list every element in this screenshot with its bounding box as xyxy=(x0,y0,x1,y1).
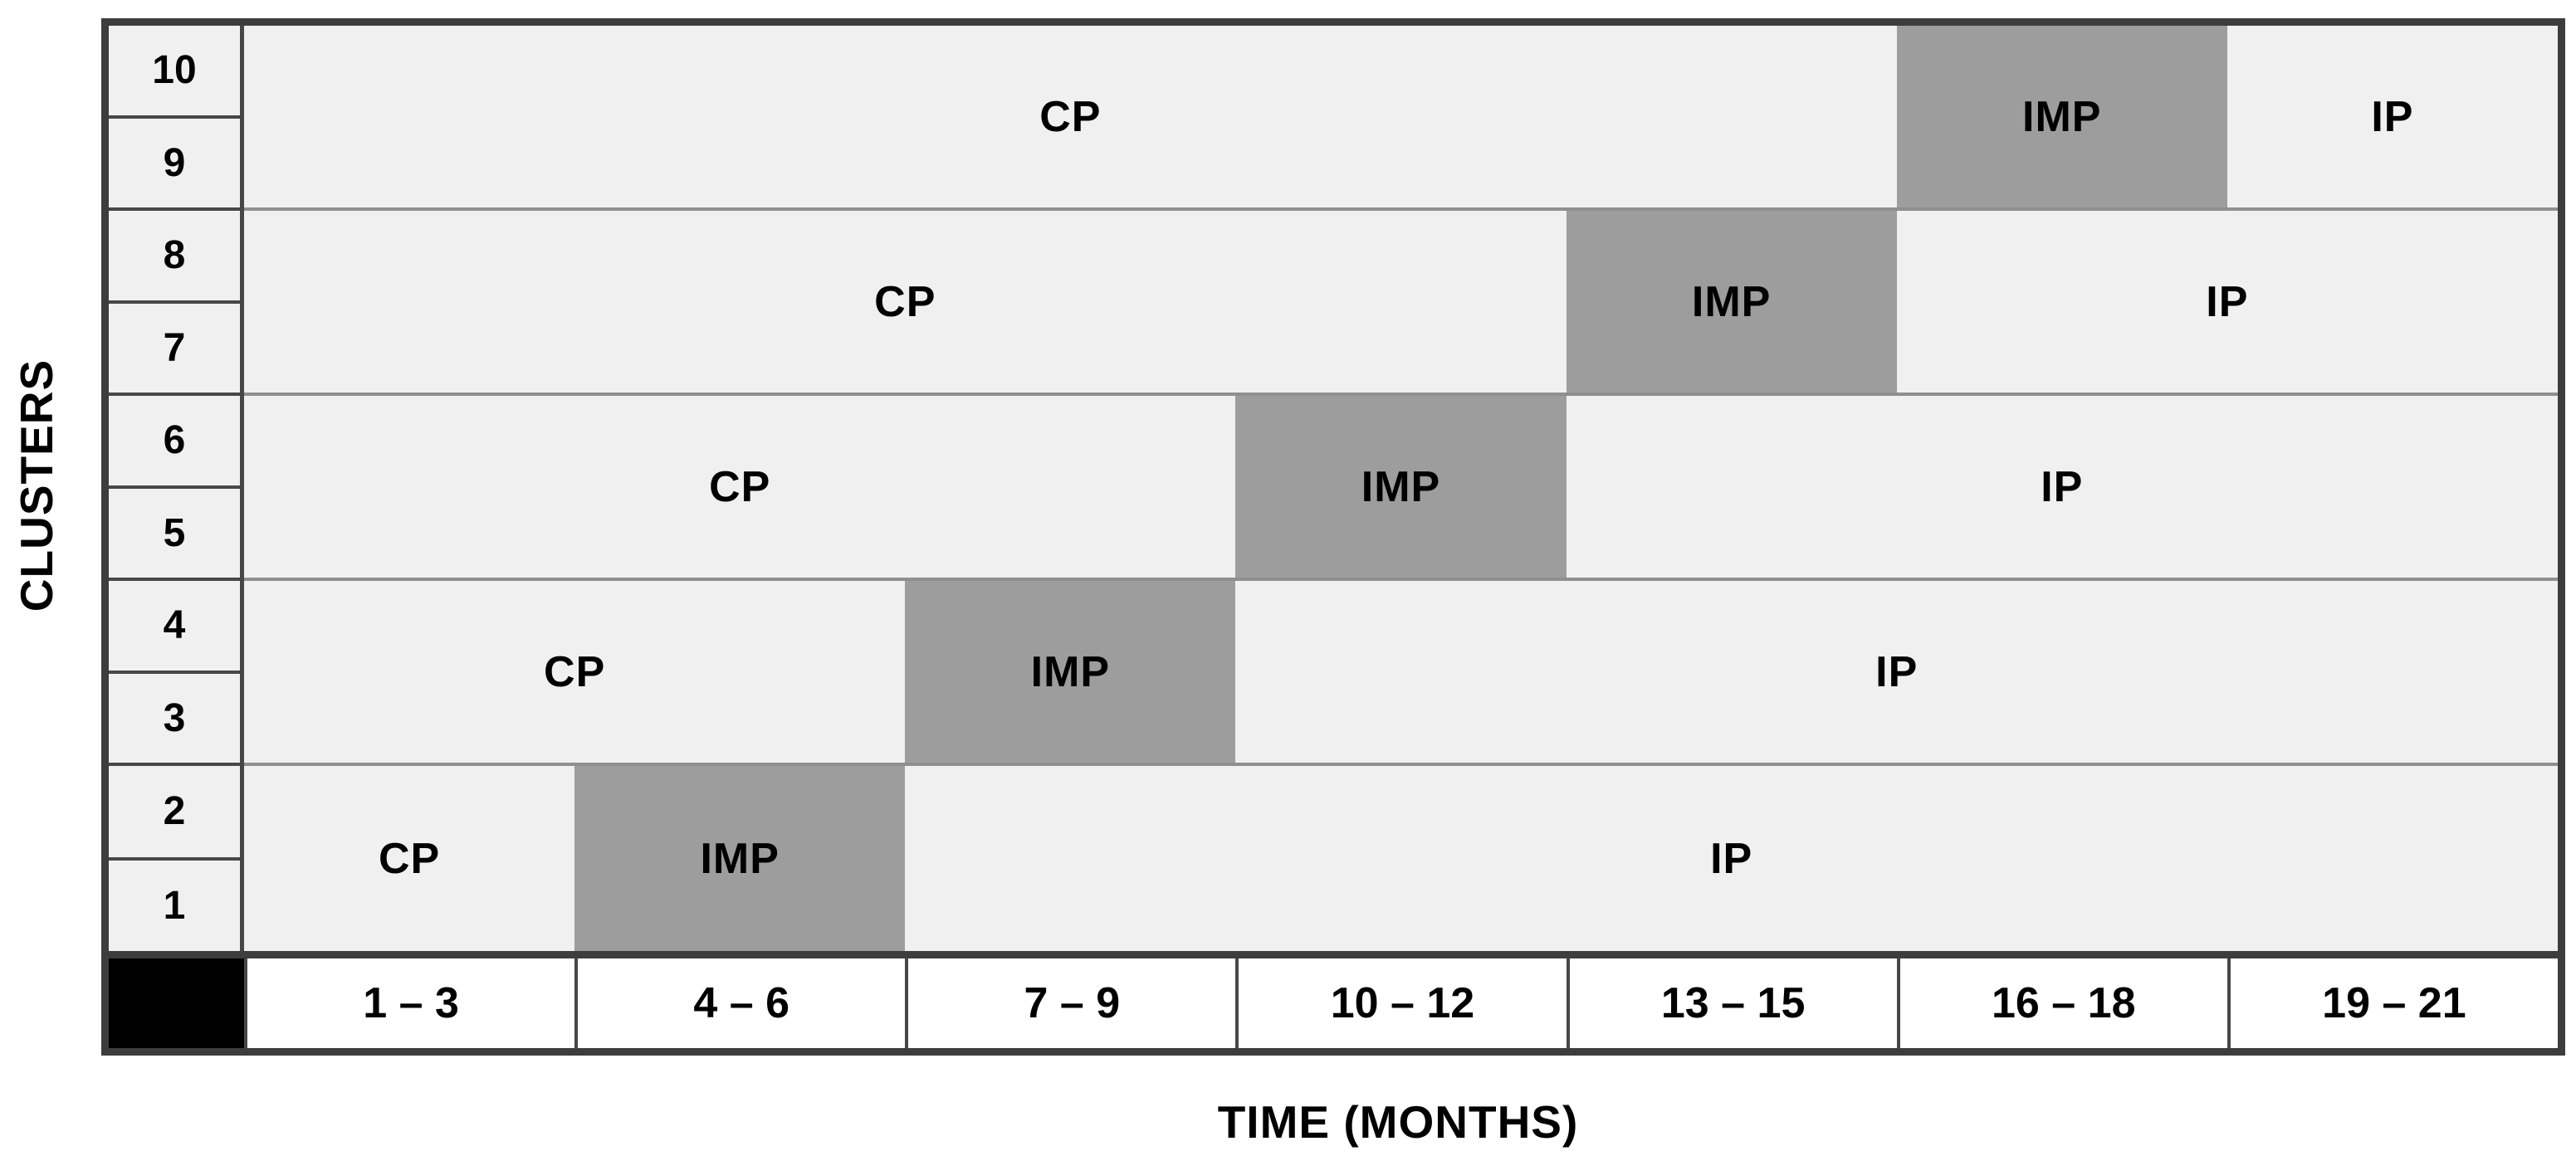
cluster-band-8-7: 8 7 CP IMP IP xyxy=(109,211,2558,396)
cluster-band-10-9: 10 9 CP IMP IP xyxy=(109,26,2558,211)
phase-label-cp: CP xyxy=(874,277,936,326)
phase-label-ip: IP xyxy=(2206,277,2249,326)
phase-label-ip: IP xyxy=(1710,834,1753,883)
band-timeline: CP IMP IP xyxy=(244,766,2558,951)
cluster-row-label-7: 7 xyxy=(109,303,240,396)
phase-label-imp: IMP xyxy=(1361,462,1441,511)
x-tick-label-7: 19 – 21 xyxy=(2322,979,2466,1027)
cluster-band-4-3: 4 3 CP IMP IP xyxy=(109,581,2558,766)
x-tick-label-1: 1 – 3 xyxy=(363,979,459,1027)
cluster-label-column: 10 9 xyxy=(109,26,244,211)
x-tick-label-3: 7 – 9 xyxy=(1024,979,1121,1027)
phase-segment-cp: CP xyxy=(244,581,906,763)
cluster-row-label-1: 1 xyxy=(109,860,240,951)
phase-label-imp: IMP xyxy=(1691,277,1772,326)
band-timeline: CP IMP IP xyxy=(244,396,2558,581)
phase-label-cp: CP xyxy=(709,462,771,511)
cluster-row-label-9: 9 xyxy=(109,118,240,211)
phase-label-imp: IMP xyxy=(700,834,780,883)
cluster-band-2-1: 2 1 CP IMP IP xyxy=(109,766,2558,951)
phase-segment-imp: IMP xyxy=(574,766,906,951)
phase-segment-cp: CP xyxy=(244,211,1567,393)
x-tick-label-4: 10 – 12 xyxy=(1330,979,1475,1027)
band-timeline: CP IMP IP xyxy=(244,581,2558,766)
cluster-row-label-3: 3 xyxy=(109,673,240,766)
y-axis-title: CLUSTERS xyxy=(11,358,62,612)
phase-segment-imp: IMP xyxy=(1896,26,2227,207)
cluster-row-label-6: 6 xyxy=(109,396,240,489)
schedule-table: 10 9 CP IMP IP 8 7 CP IMP IP 6 5 CP IMP IP 4 3 CP IMP IP 2 1 C… xyxy=(101,18,2565,1056)
phase-segment-imp: IMP xyxy=(1566,211,1897,393)
x-tick-label-5: 13 – 15 xyxy=(1660,979,1806,1027)
phase-segment-cp: CP xyxy=(244,26,1897,207)
phase-segment-cp: CP xyxy=(244,766,575,951)
x-tick-cell-5: 13 – 15 xyxy=(1566,958,1897,1048)
x-axis-title: TIME (MONTHS) xyxy=(1217,1096,1579,1148)
x-tick-cell-6: 16 – 18 xyxy=(1896,958,2227,1048)
x-tick-cell-3: 7 – 9 xyxy=(905,958,1236,1048)
axis-corner-cell xyxy=(109,958,244,1048)
phase-segment-ip: IP xyxy=(1235,581,2558,763)
phase-segment-ip: IP xyxy=(905,766,2558,951)
x-tick-cell-4: 10 – 12 xyxy=(1235,958,1567,1048)
phase-label-ip: IP xyxy=(2371,92,2414,141)
x-tick-cell-1: 1 – 3 xyxy=(244,958,575,1048)
phase-label-imp: IMP xyxy=(2022,92,2102,141)
phase-label-cp: CP xyxy=(1039,92,1102,141)
cluster-row-label-4: 4 xyxy=(109,581,240,674)
phase-label-cp: CP xyxy=(544,647,606,696)
phase-segment-imp: IMP xyxy=(905,581,1236,763)
x-tick-label-2: 4 – 6 xyxy=(693,979,790,1027)
cluster-row-label-2: 2 xyxy=(109,766,240,861)
cluster-row-label-8: 8 xyxy=(109,211,240,304)
phase-segment-ip: IP xyxy=(1566,396,2558,578)
time-axis-row: 1 – 3 4 – 6 7 – 9 10 – 12 13 – 15 16 – 18 19 –… xyxy=(109,951,2558,1048)
phase-label-imp: IMP xyxy=(1030,647,1111,696)
band-timeline: CP IMP IP xyxy=(244,26,2558,211)
cluster-band-6-5: 6 5 CP IMP IP xyxy=(109,396,2558,581)
phase-label-ip: IP xyxy=(2041,462,2084,511)
x-tick-cell-7: 19 – 21 xyxy=(2227,958,2558,1048)
x-tick-label-6: 16 – 18 xyxy=(1992,979,2136,1027)
phase-segment-ip: IP xyxy=(2227,26,2558,207)
phase-segment-imp: IMP xyxy=(1235,396,1567,578)
cluster-row-label-5: 5 xyxy=(109,488,240,581)
phase-label-cp: CP xyxy=(378,834,441,883)
phase-segment-ip: IP xyxy=(1896,211,2558,393)
cluster-row-label-10: 10 xyxy=(109,26,240,119)
band-timeline: CP IMP IP xyxy=(244,211,2558,396)
phase-segment-cp: CP xyxy=(244,396,1236,578)
x-tick-cell-2: 4 – 6 xyxy=(574,958,906,1048)
phase-label-ip: IP xyxy=(1875,647,1919,696)
